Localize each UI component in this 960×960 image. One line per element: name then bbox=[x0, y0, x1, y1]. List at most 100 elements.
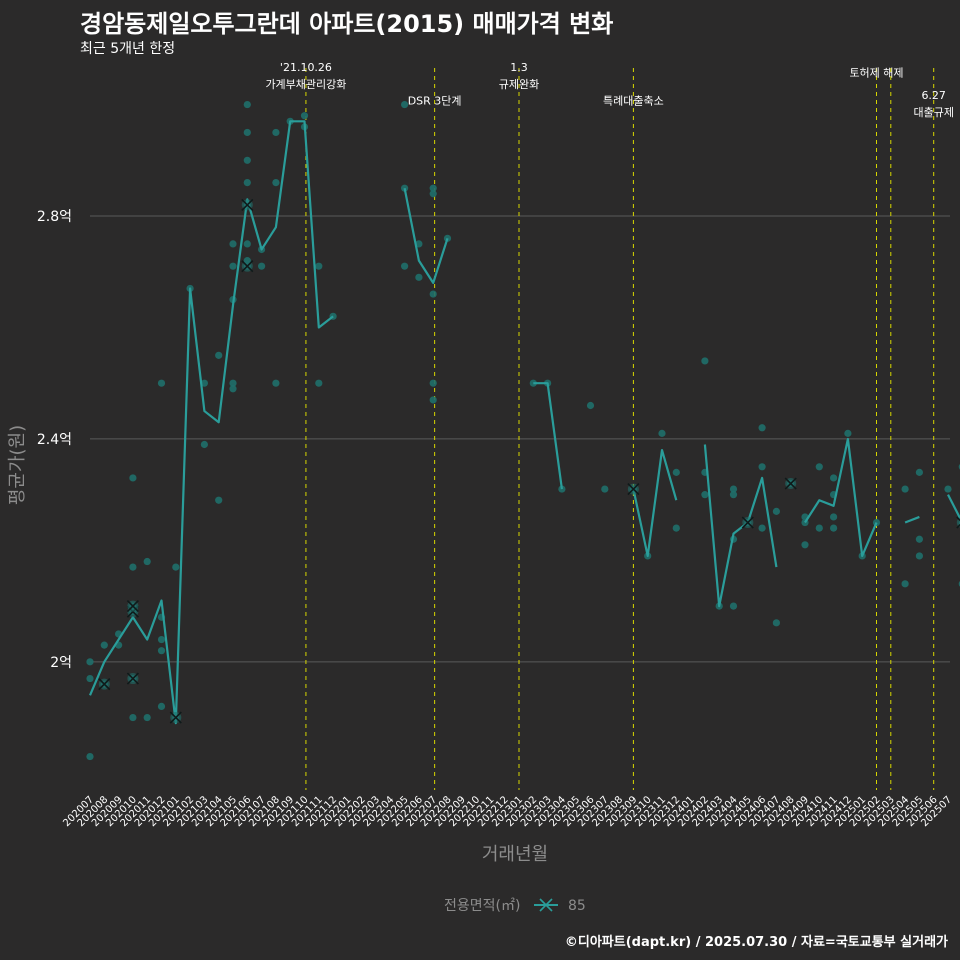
data-point bbox=[229, 240, 237, 248]
data-point bbox=[915, 552, 924, 560]
data-point bbox=[300, 112, 309, 120]
data-point bbox=[758, 524, 766, 532]
data-point bbox=[729, 485, 738, 493]
cross-marker bbox=[741, 516, 754, 529]
data-point bbox=[157, 635, 166, 644]
data-point bbox=[129, 474, 137, 482]
series-line bbox=[904, 515, 920, 524]
cross-marker bbox=[784, 477, 797, 490]
legend-title: 전용면적(㎡) bbox=[444, 898, 520, 914]
data-point bbox=[157, 379, 166, 387]
legend-cross-icon bbox=[539, 898, 553, 912]
data-point bbox=[100, 641, 108, 649]
data-point bbox=[429, 379, 437, 387]
data-point bbox=[758, 463, 766, 471]
cross-marker bbox=[169, 711, 182, 724]
series-line bbox=[804, 437, 878, 558]
data-point bbox=[429, 190, 437, 198]
legend-label: 85 bbox=[568, 898, 586, 914]
data-point bbox=[901, 485, 909, 493]
data-point bbox=[429, 396, 437, 404]
chart-subtitle: 최근 5개년 한정 bbox=[80, 41, 176, 57]
data-point bbox=[315, 379, 323, 387]
data-point bbox=[429, 184, 437, 192]
data-point bbox=[429, 290, 437, 298]
data-point bbox=[200, 379, 208, 387]
data-point bbox=[143, 713, 151, 722]
data-point bbox=[401, 100, 409, 109]
event-label: 규제완화 bbox=[499, 78, 539, 91]
data-point bbox=[772, 619, 781, 627]
data-point bbox=[272, 178, 280, 187]
data-point bbox=[272, 128, 280, 137]
source-caption: ©디아파트(dapt.kr) / 2025.07.30 / 자료=국토교통부 실… bbox=[564, 935, 948, 950]
data-point bbox=[243, 156, 251, 164]
cross-marker bbox=[126, 672, 139, 685]
data-point bbox=[229, 379, 237, 387]
series-line bbox=[403, 187, 449, 285]
data-point bbox=[944, 485, 952, 493]
data-point bbox=[86, 658, 94, 666]
data-point bbox=[86, 752, 94, 761]
data-point bbox=[243, 240, 251, 248]
cross-marker bbox=[241, 260, 254, 273]
data-point bbox=[243, 178, 251, 187]
data-point bbox=[229, 262, 237, 270]
data-point bbox=[701, 491, 709, 499]
data-point bbox=[729, 602, 738, 610]
event-label: 대출규제 bbox=[913, 106, 953, 119]
event-label: 특례대출축소 bbox=[603, 95, 664, 108]
data-point bbox=[243, 128, 251, 137]
data-point bbox=[915, 468, 924, 476]
data-point bbox=[243, 100, 251, 109]
cross-marker bbox=[241, 198, 254, 211]
event-label: 1.3 bbox=[510, 61, 528, 74]
data-point bbox=[258, 262, 266, 270]
event-label: DSR 3단계 bbox=[408, 95, 462, 108]
data-point bbox=[830, 524, 838, 532]
data-point bbox=[215, 496, 223, 504]
data-point bbox=[272, 379, 280, 387]
data-point bbox=[157, 647, 166, 655]
series-line bbox=[88, 120, 334, 725]
event-label: '21.10.26 bbox=[280, 61, 332, 74]
data-point bbox=[601, 485, 609, 493]
series-line bbox=[703, 444, 778, 608]
event-label: 6.27 bbox=[921, 89, 946, 102]
data-point bbox=[658, 429, 666, 437]
data-point bbox=[915, 535, 924, 543]
y-tick-label: 2억 bbox=[50, 655, 72, 671]
data-point bbox=[830, 474, 838, 482]
event-label: 토허제 해제 bbox=[849, 66, 903, 80]
data-point bbox=[129, 563, 137, 571]
data-point bbox=[901, 580, 909, 588]
cross-marker bbox=[627, 483, 640, 496]
data-point bbox=[701, 357, 709, 365]
y-axis-title: 평균가(원) bbox=[7, 425, 28, 505]
data-point bbox=[172, 563, 180, 571]
data-point bbox=[215, 351, 223, 359]
data-point bbox=[86, 674, 94, 683]
data-point bbox=[415, 273, 423, 281]
data-point bbox=[830, 513, 838, 521]
data-point bbox=[401, 262, 409, 270]
series-line bbox=[632, 448, 678, 558]
data-point bbox=[815, 463, 823, 471]
event-label: 가계부채관리강화 bbox=[265, 78, 346, 91]
data-point bbox=[672, 468, 680, 476]
data-point bbox=[844, 429, 852, 437]
cross-marker bbox=[956, 516, 960, 529]
data-point bbox=[801, 541, 809, 549]
data-point bbox=[729, 491, 738, 499]
series-line bbox=[533, 382, 563, 490]
data-point bbox=[672, 524, 680, 532]
chart-title: 경암동제일오투그란데 아파트(2015) 매매가격 변화 bbox=[80, 10, 614, 38]
data-point bbox=[229, 385, 237, 393]
y-tick-label: 2.8억 bbox=[37, 209, 72, 225]
data-point bbox=[772, 507, 781, 515]
cross-marker bbox=[126, 600, 139, 613]
y-tick-label: 2.4억 bbox=[37, 432, 72, 448]
data-point bbox=[758, 424, 766, 432]
data-point bbox=[815, 524, 823, 532]
